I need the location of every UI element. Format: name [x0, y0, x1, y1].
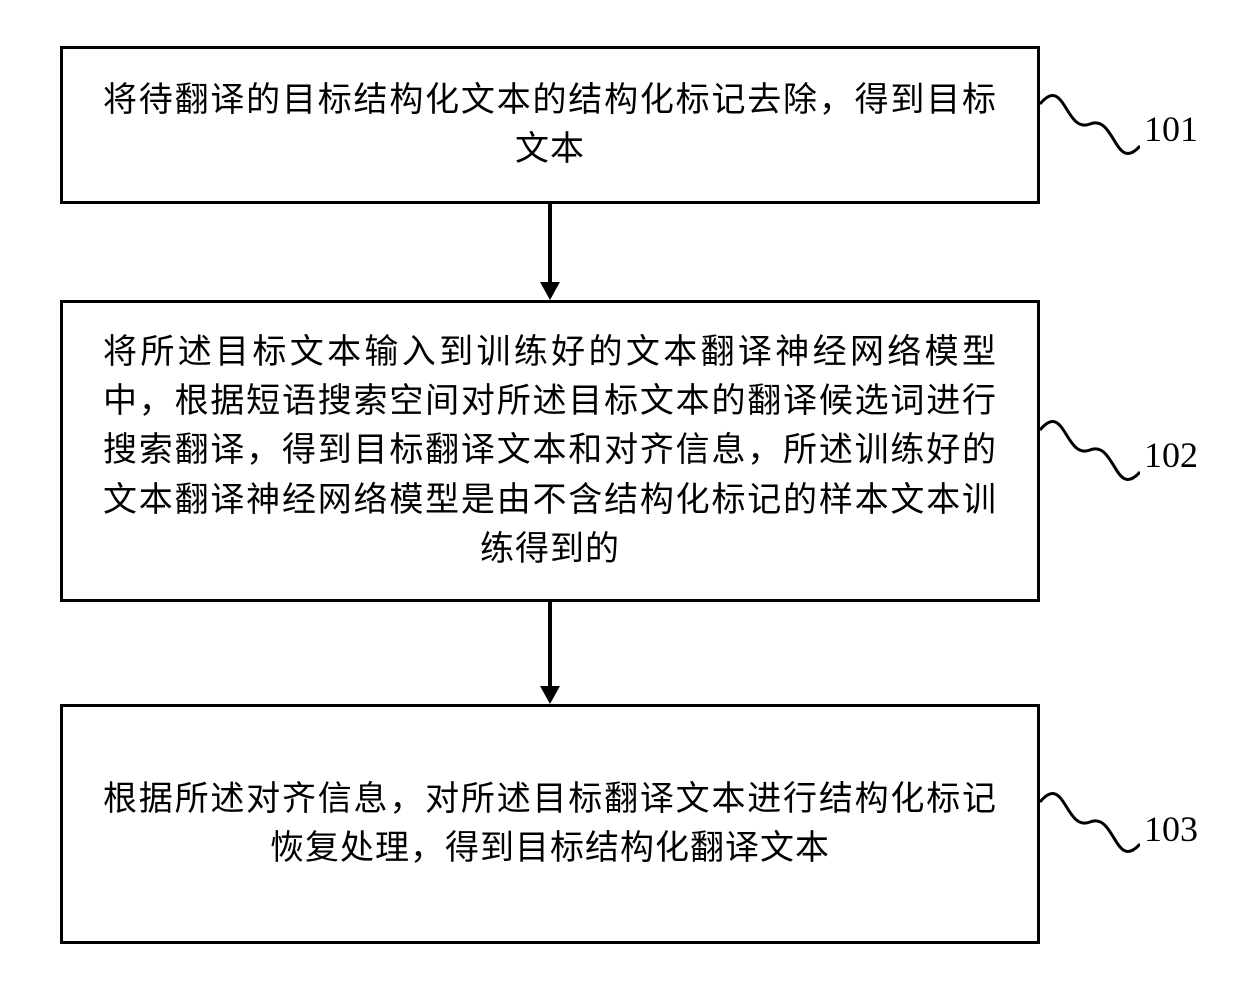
- squiggle-connector-2: [1040, 410, 1140, 492]
- squiggle-connector-3: [1040, 782, 1140, 864]
- step-label-103: 103: [1144, 808, 1198, 850]
- arrow-1-head: [540, 282, 560, 300]
- node-3-text: 根据所述对齐信息，对所述目标翻译文本进行结构化标记恢复处理，得到目标结构化翻译文…: [103, 775, 997, 874]
- step-label-102: 102: [1144, 434, 1198, 476]
- arrow-2-head: [540, 686, 560, 704]
- flowchart-node-2: 将所述目标文本输入到训练好的文本翻译神经网络模型中，根据短语搜索空间对所述目标文…: [60, 300, 1040, 602]
- arrow-1-line: [548, 204, 552, 284]
- node-1-text: 将待翻译的目标结构化文本的结构化标记去除，得到目标文本: [103, 76, 997, 175]
- node-2-text: 将所述目标文本输入到训练好的文本翻译神经网络模型中，根据短语搜索空间对所述目标文…: [103, 328, 997, 574]
- squiggle-connector-1: [1040, 84, 1140, 166]
- step-label-101: 101: [1144, 108, 1198, 150]
- arrow-2-line: [548, 602, 552, 688]
- flowchart-node-3: 根据所述对齐信息，对所述目标翻译文本进行结构化标记恢复处理，得到目标结构化翻译文…: [60, 704, 1040, 944]
- flowchart-canvas: 将待翻译的目标结构化文本的结构化标记去除，得到目标文本 将所述目标文本输入到训练…: [0, 0, 1240, 996]
- flowchart-node-1: 将待翻译的目标结构化文本的结构化标记去除，得到目标文本: [60, 46, 1040, 204]
